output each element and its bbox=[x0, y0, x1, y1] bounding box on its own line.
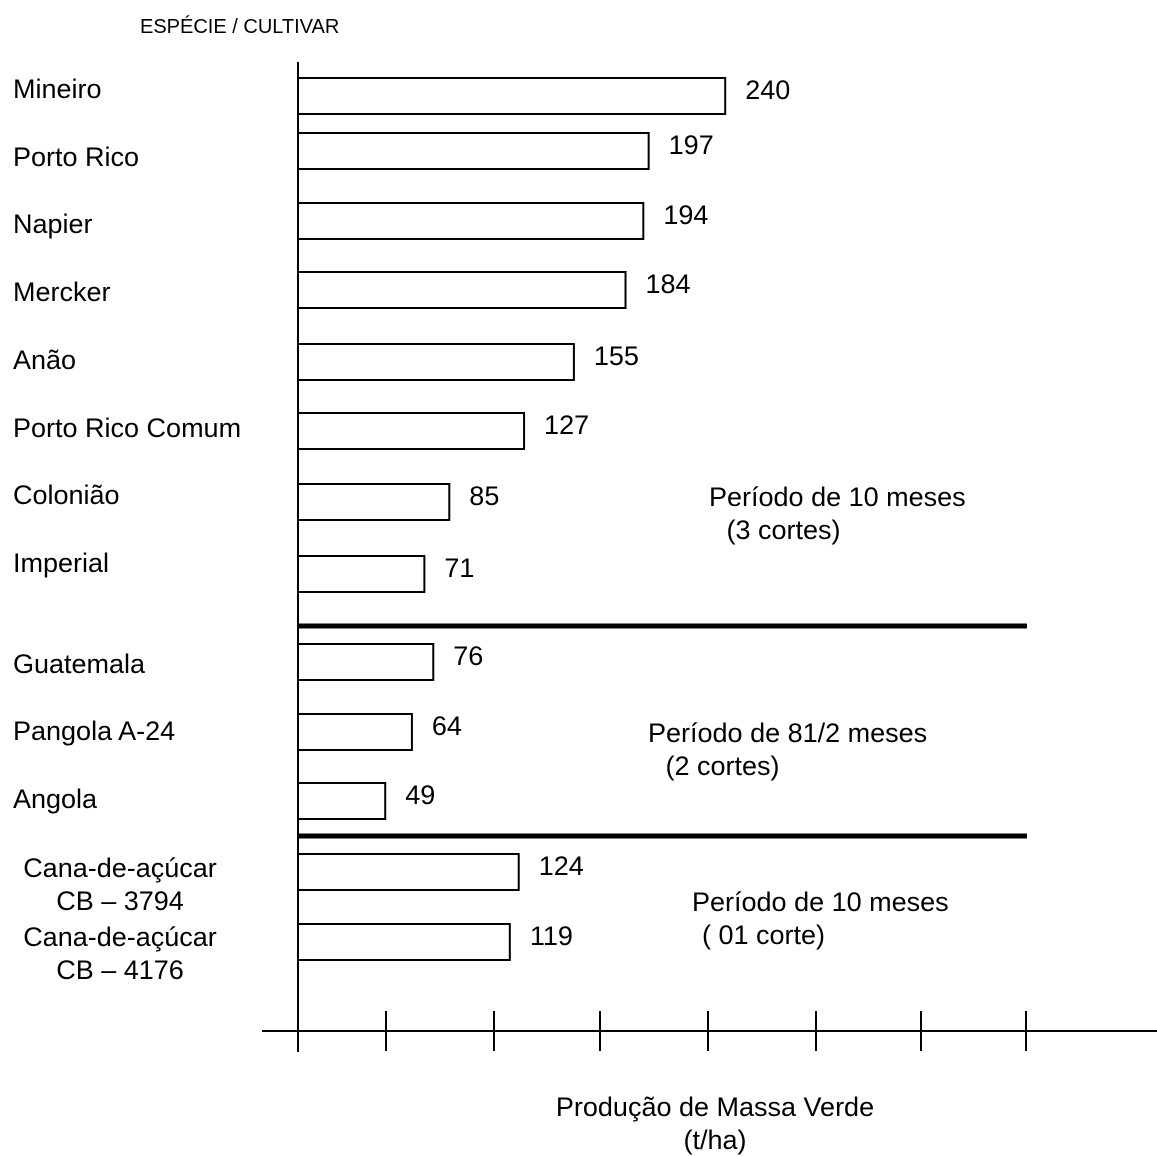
category-label-12: Cana-de-açúcar CB – 4176 bbox=[13, 921, 227, 988]
value-label-2: 194 bbox=[663, 200, 709, 230]
category-label-2: Napier bbox=[13, 211, 93, 238]
category-label-10-line-1: Angola bbox=[13, 784, 98, 814]
category-label-3: Mercker bbox=[13, 279, 111, 306]
value-label-0: 240 bbox=[745, 75, 791, 105]
category-label-5: Porto Rico Comum bbox=[13, 415, 241, 442]
group-note-3-line-2: ( 01 corte) bbox=[702, 919, 826, 950]
group-note-1-line-2: (3 cortes) bbox=[719, 514, 841, 545]
x-axis-title: Produção de Massa Verde (t/ha) bbox=[475, 1091, 955, 1157]
group-note-3-line-1: Período de 10 meses bbox=[692, 887, 949, 917]
value-label-9: 64 bbox=[431, 711, 462, 741]
bar-4 bbox=[297, 343, 575, 381]
group-note-2-line-2: (2 cortes) bbox=[658, 750, 780, 781]
value-label-8: 76 bbox=[453, 641, 484, 671]
category-label-0: Mineiro bbox=[13, 76, 102, 103]
value-label-5: 127 bbox=[544, 410, 590, 440]
bar-0 bbox=[297, 77, 727, 115]
bar-6 bbox=[297, 483, 451, 521]
category-label-12-line-2: CB – 4176 bbox=[56, 955, 184, 986]
category-label-9: Pangola A-24 bbox=[13, 718, 175, 745]
x-axis-title-line-2: (t/ha) bbox=[683, 1124, 747, 1155]
group-note-2: Período de 81/2 meses (2 cortes) bbox=[648, 717, 927, 783]
bar-9 bbox=[297, 713, 413, 751]
bar-1 bbox=[297, 132, 650, 170]
category-label-4-line-1: Anão bbox=[13, 345, 77, 375]
category-label-10: Angola bbox=[13, 786, 97, 813]
value-label-4: 155 bbox=[593, 341, 639, 371]
category-label-8: Guatemala bbox=[13, 651, 145, 678]
value-label-7: 71 bbox=[444, 553, 475, 583]
category-label-4: Anão bbox=[13, 347, 76, 374]
category-label-6-line-1: Colonião bbox=[13, 480, 120, 510]
bar-12 bbox=[297, 923, 511, 961]
value-label-11: 124 bbox=[538, 851, 584, 881]
group-note-1-line-1: Período de 10 meses bbox=[709, 482, 966, 512]
category-label-7: Imperial bbox=[13, 550, 109, 577]
bar-2 bbox=[297, 202, 645, 240]
value-label-10: 49 bbox=[405, 780, 436, 810]
x-axis-title-line-1: Produção de Massa Verde bbox=[555, 1092, 875, 1122]
category-label-12-line-1: Cana-de-açúcar bbox=[23, 922, 217, 952]
value-label-6: 85 bbox=[469, 481, 500, 511]
category-label-11: Cana-de-açúcar CB – 3794 bbox=[13, 852, 227, 919]
category-label-11-line-2: CB – 3794 bbox=[56, 886, 184, 917]
bar-10 bbox=[297, 782, 387, 820]
bar-5 bbox=[297, 412, 526, 450]
category-label-11-line-1: Cana-de-açúcar bbox=[23, 853, 217, 883]
bar-3 bbox=[297, 271, 627, 309]
category-label-3-line-1: Mercker bbox=[13, 277, 111, 307]
value-label-3: 184 bbox=[645, 269, 691, 299]
category-label-7-line-1: Imperial bbox=[13, 548, 110, 578]
category-label-0-line-1: Mineiro bbox=[13, 74, 102, 104]
value-label-1: 197 bbox=[668, 130, 714, 160]
bar-8 bbox=[297, 643, 435, 681]
group-note-1: Período de 10 meses (3 cortes) bbox=[709, 481, 966, 547]
bar-11 bbox=[297, 853, 520, 891]
category-label-2-line-1: Napier bbox=[13, 209, 93, 239]
category-label-5-line-1: Porto Rico Comum bbox=[13, 413, 242, 443]
category-label-9-line-1: Pangola A-24 bbox=[13, 716, 176, 746]
bars bbox=[297, 77, 727, 961]
y-axis-header: ESPÉCIE / CULTIVAR bbox=[140, 16, 340, 38]
category-label-6: Colonião bbox=[13, 482, 120, 509]
bar-7 bbox=[297, 555, 426, 593]
group-note-2-line-1: Período de 81/2 meses bbox=[648, 718, 928, 748]
category-label-1-line-1: Porto Rico bbox=[13, 142, 140, 172]
category-label-1: Porto Rico bbox=[13, 144, 139, 171]
category-label-8-line-1: Guatemala bbox=[13, 649, 146, 679]
value-label-12: 119 bbox=[529, 921, 573, 951]
group-note-3: Período de 10 meses( 01 corte) bbox=[692, 886, 949, 952]
